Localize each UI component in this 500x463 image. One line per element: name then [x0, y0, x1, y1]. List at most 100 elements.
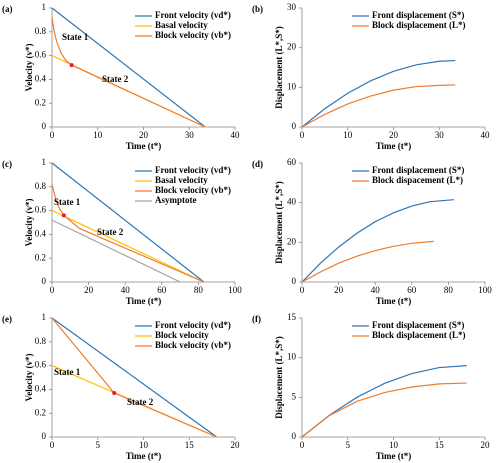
legend-label: Block dispacement (L*) [372, 175, 463, 185]
series-line [301, 382, 467, 438]
y-tick-label: 20 [287, 42, 297, 52]
panel: (a) 0 10 20 30 40 0 0.2 0.4 0.6 0.8 1 Time (t*) Veloc… [2, 2, 240, 151]
legend-label: Block velocity (vb*) [155, 30, 231, 40]
y-tick-label: 10 [287, 352, 297, 362]
x-tick-label: 40 [121, 285, 131, 295]
y-tick-label: 0.4 [35, 383, 47, 393]
y-tick-label: 1 [42, 2, 47, 12]
y-tick-label: 30 [287, 2, 297, 12]
x-tick-label: 5 [96, 440, 101, 450]
x-tick-label: 0 [50, 285, 55, 295]
x-tick-label: 20 [389, 130, 399, 140]
x-tick-label: 0 [300, 440, 305, 450]
panel-label: (c) [2, 159, 12, 169]
y-tick-label: 0.8 [35, 336, 47, 346]
x-axis-title: Time (t*) [126, 451, 162, 461]
y-axis-title: Velocity (v*) [24, 199, 34, 247]
y-tick-label: 0 [292, 431, 297, 441]
x-axis-title: Time (t*) [376, 451, 412, 461]
y-tick-label: 0.2 [35, 252, 46, 262]
x-axis-title: Time (t*) [126, 141, 162, 151]
panel-label: (d) [252, 159, 263, 169]
y-tick-label: 15 [287, 312, 297, 322]
y-tick-label: 0 [42, 276, 47, 286]
legend-label: Front velocity (vd*) [155, 165, 231, 175]
y-axis-title: Displacement (L*,S*) [274, 181, 284, 264]
series-line [301, 59, 456, 128]
x-tick-label: 10 [389, 440, 399, 450]
x-tick-label: 15 [435, 440, 445, 450]
legend-label: Block velocity [155, 330, 209, 340]
annotation: State 2 [127, 397, 154, 407]
panel-label: (e) [2, 314, 12, 324]
y-axis-title: Displacement (L*,S*) [274, 336, 284, 419]
legend-label: Front displacement (S*) [372, 165, 464, 175]
x-tick-label: 10 [139, 440, 149, 450]
y-tick-label: 60 [287, 157, 297, 167]
legend-label: Basal velocity [155, 175, 208, 185]
x-tick-label: 40 [481, 130, 491, 140]
series-line [301, 240, 434, 283]
panel: (f) 0 5 10 15 20 0 5 10 15 Time (t*) Displacement (… [252, 312, 490, 461]
y-tick-label: 0 [292, 276, 297, 286]
x-axis-title: Time (t*) [376, 141, 412, 151]
y-tick-label: 0.6 [35, 360, 47, 370]
y-tick-label: 10 [287, 81, 297, 91]
x-tick-label: 5 [346, 440, 351, 450]
legend-label: Block displacement (L*) [372, 330, 466, 340]
y-tick-label: 0.2 [35, 407, 46, 417]
x-tick-label: 100 [478, 285, 492, 295]
y-tick-label: 0.2 [35, 97, 46, 107]
legend-label: Front displacement (S*) [372, 10, 464, 20]
panel-label: (a) [2, 4, 13, 14]
annotation: State 1 [54, 367, 81, 377]
annotation: State 1 [54, 197, 81, 207]
y-tick-label: 0.8 [35, 181, 47, 191]
legend-label: Block velocity (vb*) [155, 185, 231, 195]
series-line [51, 7, 206, 128]
x-tick-label: 20 [334, 285, 344, 295]
y-tick-label: 0.4 [35, 73, 47, 83]
series-line [301, 84, 456, 128]
legend-label: Basal velocity [155, 20, 208, 30]
x-axis-title: Time (t*) [126, 296, 162, 306]
y-tick-label: 0 [42, 431, 47, 441]
y-tick-label: 0.8 [35, 26, 47, 36]
x-tick-label: 20 [84, 285, 94, 295]
x-tick-label: 60 [407, 285, 417, 295]
y-tick-label: 1 [42, 157, 47, 167]
series-line [51, 210, 205, 283]
series-line [51, 317, 218, 438]
transition-point [112, 390, 117, 395]
legend-label: Block velocity (vb*) [155, 340, 231, 350]
y-tick-label: 40 [287, 197, 297, 207]
y-tick-label: 0.6 [35, 205, 47, 215]
legend-label: Front velocity (vd*) [155, 10, 231, 20]
x-tick-label: 0 [300, 285, 305, 295]
series-line [51, 162, 205, 283]
transition-point [61, 213, 66, 218]
y-axis-title: Displacement (L*,S*) [274, 26, 284, 109]
panel: (c) 0 20 40 60 80 100 0 0.2 0.4 0.6 0.8 1 Time (t*) Ve… [2, 157, 242, 306]
x-tick-label: 20 [481, 440, 491, 450]
y-tick-label: 0.6 [35, 50, 47, 60]
x-tick-label: 40 [231, 130, 241, 140]
y-tick-label: 0 [42, 121, 47, 131]
legend-label: Front displacement (S*) [372, 320, 464, 330]
y-axis-title: Velocity (v*) [24, 44, 34, 92]
x-tick-label: 100 [228, 285, 242, 295]
transition-point [69, 63, 74, 68]
annotation: State 1 [62, 32, 89, 42]
x-tick-label: 0 [50, 440, 55, 450]
y-tick-label: 0 [292, 121, 297, 131]
x-tick-label: 15 [185, 440, 195, 450]
y-axis-title: Velocity (v*) [24, 354, 34, 402]
x-tick-label: 40 [371, 285, 381, 295]
y-tick-label: 5 [292, 391, 297, 401]
x-tick-label: 0 [50, 130, 55, 140]
series-line [301, 365, 467, 438]
panel-label: (b) [252, 4, 263, 14]
series-line [51, 219, 181, 283]
panel: (b) 0 10 20 30 40 0 10 20 30 Time (t*) Displacement… [252, 2, 490, 151]
